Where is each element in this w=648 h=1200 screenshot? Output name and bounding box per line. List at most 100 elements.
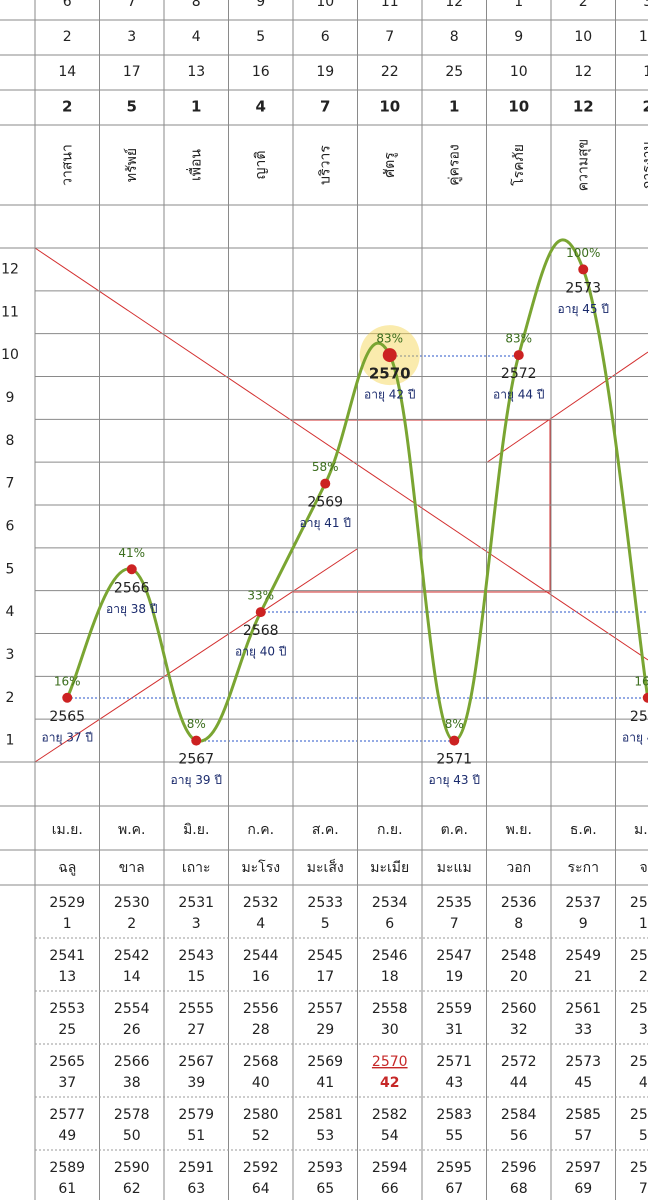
table-age: 1 [63,916,72,932]
table-age: 28 [252,1022,270,1038]
aspect-label: โรคภัย [510,144,527,186]
animal: วอก [506,860,531,876]
table-age: 13 [58,969,76,985]
table-age: 70 [639,1181,648,1197]
aspect-label: เพื่อน [186,149,204,181]
animal: มะโรง [241,859,280,876]
line-series [65,238,648,743]
point [449,735,460,746]
header-cell: 7 [385,29,394,45]
y-tick-label: 10 [1,347,19,363]
age-label: อายุ 37 ปี [42,730,94,745]
table-age: 18 [381,969,399,985]
age-label: อายุ 45 ปี [558,302,610,317]
month: เม.ย. [52,822,83,838]
y-tick-label: 1 [6,733,15,749]
table-age: 4 [256,916,265,932]
header-cell: 1 [514,0,523,10]
table-age: 54 [381,1128,399,1144]
table-year: 2571 [436,1054,472,1070]
table-age: 9 [579,916,588,932]
percent-label: 8% [187,717,206,731]
table-year: 2538 [630,895,648,911]
table-age: 37 [58,1075,76,1091]
header-cell: 1 [191,98,201,116]
header-cell: 4 [256,98,266,116]
year-label: 2565 [49,709,85,725]
table-year: 2566 [114,1054,150,1070]
table-age: 65 [316,1181,334,1197]
table-year: 2567 [178,1054,214,1070]
year-label: 2574 [630,709,648,725]
table-year: 2580 [243,1107,279,1123]
point [642,692,648,703]
point [513,350,524,361]
header-cell: 19 [316,64,334,80]
table-year: 2545 [307,948,343,964]
table-age: 8 [514,916,523,932]
header-cell: 3 [643,0,648,10]
table-age: 57 [574,1128,592,1144]
header-cell: 10 [316,0,334,10]
table-year: 2583 [436,1107,472,1123]
table-age: 26 [123,1022,141,1038]
table-year: 2565 [49,1054,85,1070]
table-year: 2591 [178,1160,214,1176]
table-year: 2573 [565,1054,601,1070]
y-tick-label: 9 [6,390,15,406]
header-cell: 5 [256,29,265,45]
table-year: 2531 [178,895,214,911]
point [578,264,589,275]
table-year: 2543 [178,948,214,964]
animal: ฉลู [58,860,76,876]
header-cell: 10 [508,98,529,116]
table-year: 2533 [307,895,343,911]
month: ก.ย. [377,822,403,838]
percent-label: 16% [54,674,81,688]
table-age: 52 [252,1128,270,1144]
table-age: 44 [510,1075,528,1091]
table-age: 15 [187,969,205,985]
aspect-label: ศัตรู [382,152,398,178]
table-year: 2589 [49,1160,85,1176]
aspect-label: การงาน [640,141,648,190]
header-cell: 10 [574,29,592,45]
age-label: อายุ 40 ปี [235,645,287,660]
animal: มะแม [437,860,472,876]
header-cell: 25 [445,64,463,80]
table-year: 2579 [178,1107,214,1123]
table-age: 56 [510,1128,528,1144]
table-year: 2592 [243,1160,279,1176]
table-age: 5 [321,916,330,932]
aspect-label: คู่ครอง [446,144,462,186]
table-age: 31 [445,1022,463,1038]
table-year: 2568 [243,1054,279,1070]
table-age: 7 [450,916,459,932]
table-year: 2532 [243,895,279,911]
table-age: 64 [252,1181,270,1197]
table-age: 3 [192,916,201,932]
animal: ขาล [119,860,145,876]
header-cell: 2 [643,98,648,116]
point [126,564,137,575]
table-year: 2559 [436,1001,472,1017]
table-year: 2582 [372,1107,408,1123]
table-year: 2544 [243,948,279,964]
y-tick-label: 2 [6,690,15,706]
table-age: 41 [316,1075,334,1091]
header-cell: 5 [127,98,137,116]
y-tick-label: 11 [1,304,19,320]
age-label: อายุ 39 ปี [171,773,223,788]
table-year: 2574 [630,1054,648,1070]
header-cell: 14 [58,64,76,80]
table-age: 17 [316,969,334,985]
aspect-label: ความสุข [575,139,591,191]
month: ส.ค. [312,822,339,838]
table-age: 38 [123,1075,141,1091]
table-age: 61 [58,1181,76,1197]
year-label: 2568 [243,623,279,639]
header-cell: 12 [573,98,594,116]
percent-label: 100% [566,246,600,260]
table-age: 16 [252,969,270,985]
